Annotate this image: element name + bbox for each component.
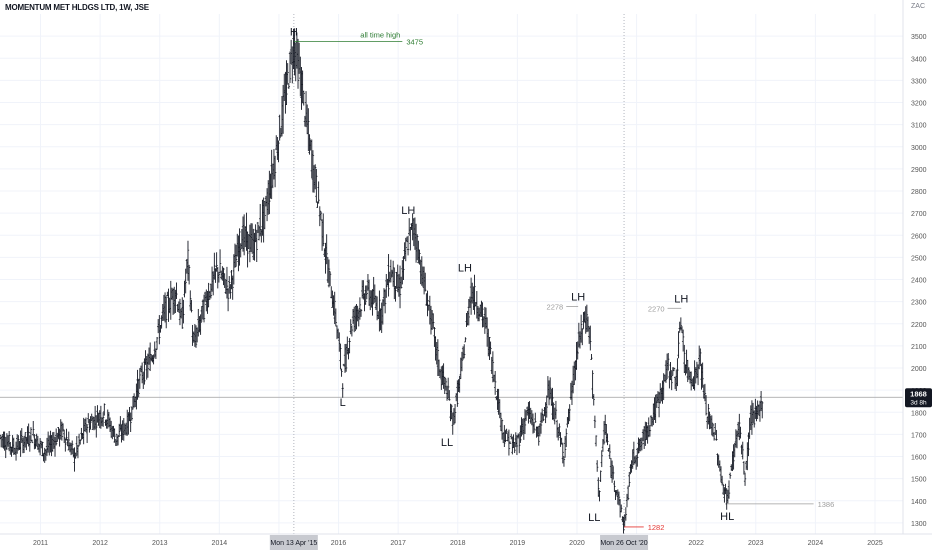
pivot-label: LH (458, 262, 472, 274)
y-tick-label: 1500 (911, 477, 927, 484)
pivot-label: H (290, 27, 298, 39)
y-tick-label: 2300 (911, 300, 927, 307)
x-tick-label: 2011 (33, 540, 48, 547)
y-tick-label: 2700 (911, 211, 927, 218)
y-tick-label: 2800 (911, 189, 927, 196)
y-tick-label: 3400 (911, 56, 927, 63)
x-tick-label: 2017 (390, 540, 406, 547)
y-tick-label: 2100 (911, 344, 927, 351)
x-axis[interactable]: 2011201220132014201520162017201820192020… (0, 533, 932, 550)
y-tick-label: 3500 (911, 34, 927, 41)
pivot-label: LL (441, 437, 453, 449)
x-tick-label: 2013 (152, 540, 168, 547)
grid-lines (0, 14, 903, 534)
pivot-label: HL (720, 511, 734, 523)
price-tag-value: 1868 (910, 389, 927, 398)
x-tick-label: 2023 (748, 540, 764, 547)
x-tick-label: 2024 (808, 540, 824, 547)
x-tick-label: 2012 (92, 540, 108, 547)
y-tick-label: 3100 (911, 123, 927, 130)
ath-value-label: 3475 (406, 38, 423, 47)
level-lines: 3475 1282 1386 2278 2270 all time high (293, 31, 835, 532)
pivot-label: LH (674, 293, 688, 305)
y-tick-label: 1800 (911, 410, 927, 417)
x-tick-label: 2022 (688, 540, 704, 547)
pivot-labels: HLLHLLLHLHLLLLLHHL (290, 27, 734, 546)
x-tick-label: 2020 (569, 540, 585, 547)
y-tick-label: 2400 (911, 278, 927, 285)
currency-label: ZAC (911, 3, 925, 10)
y-tick-label: 1600 (911, 455, 927, 462)
pivot-label: L (340, 397, 346, 409)
ohlc-bars (0, 28, 764, 535)
y-axis[interactable]: 1300140015001600170018001900200021002200… (902, 0, 932, 534)
level-value-label: 2270 (648, 304, 665, 313)
x-tick-label: 2016 (331, 540, 347, 547)
price-tag (905, 388, 932, 408)
pivot-label: LH (401, 205, 415, 217)
pivot-label: LH (571, 292, 585, 304)
y-tick-label: 2600 (911, 233, 927, 240)
ath-label: all time high (360, 31, 400, 40)
y-tick-label: 2200 (911, 322, 927, 329)
y-tick-label: 3300 (911, 78, 927, 85)
atl-value-label: 1282 (648, 523, 665, 532)
y-tick-label: 3000 (911, 145, 927, 152)
pivot-label: LL (588, 512, 600, 524)
y-tick-label: 1700 (911, 432, 927, 439)
x-tick-label: 2025 (867, 540, 883, 547)
crosshair-date-box (269, 535, 318, 550)
crosshair-date-label: Mon 26 Oct '20 (600, 540, 647, 547)
y-tick-label: 2000 (911, 366, 927, 373)
x-tick-label: 2014 (212, 540, 228, 547)
level-value-label: 1386 (818, 500, 835, 509)
x-tick-label: 2019 (510, 540, 526, 547)
chart-title: MOMENTUM MET HLDGS LTD, 1W, JSE (5, 3, 149, 12)
y-tick-label: 2900 (911, 167, 927, 174)
y-tick-label: 1300 (911, 521, 927, 528)
y-tick-label: 2500 (911, 255, 927, 262)
crosshair-date-label: Mon 13 Apr '15 (270, 540, 317, 547)
x-tick-label: 2018 (450, 540, 466, 547)
y-tick-label: 1400 (911, 499, 927, 506)
crosshair-date-box (600, 535, 649, 550)
level-value-label: 2278 (547, 303, 564, 312)
y-tick-label: 3200 (911, 101, 927, 108)
price-tag-countdown: 3d 8h (910, 399, 927, 406)
